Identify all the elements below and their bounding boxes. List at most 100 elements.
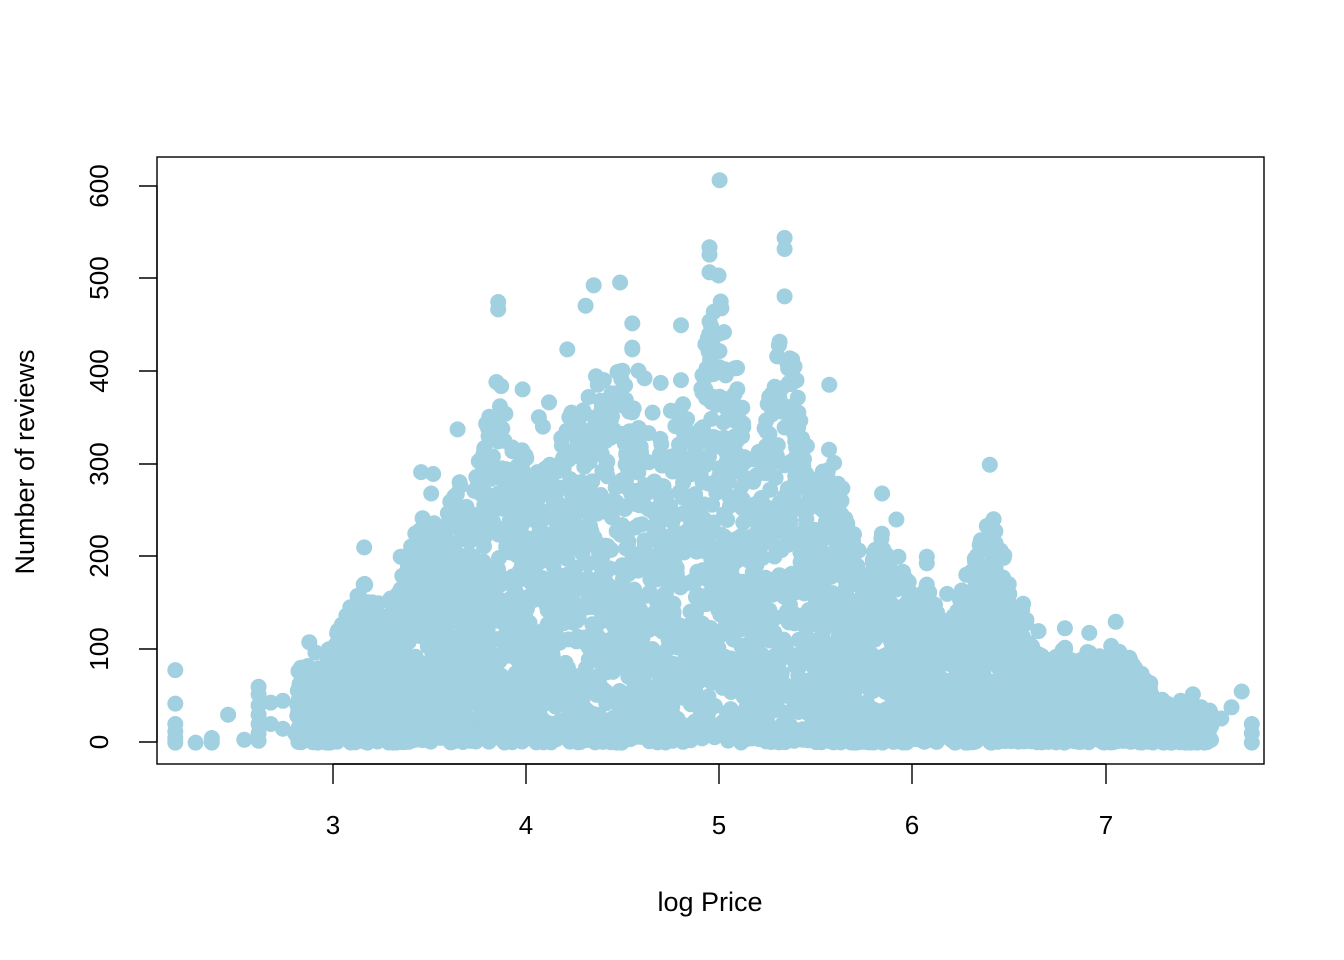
- data-point: [590, 615, 607, 632]
- data-point: [408, 579, 425, 596]
- data-point: [786, 608, 803, 625]
- data-point: [1010, 733, 1027, 750]
- data-point: [470, 638, 487, 655]
- data-point: [780, 375, 797, 391]
- data-point: [709, 588, 726, 605]
- data-point: [839, 719, 856, 736]
- data-point: [627, 519, 643, 536]
- data-point: [723, 560, 740, 577]
- data-point: [814, 576, 831, 593]
- data-point: [781, 454, 798, 471]
- data-point: [640, 555, 657, 572]
- data-point: [708, 666, 725, 683]
- data-point: [720, 732, 737, 749]
- data-point: [779, 648, 796, 665]
- data-point: [648, 517, 665, 534]
- data-point: [721, 488, 738, 505]
- data-point: [592, 392, 609, 409]
- data-point: [773, 542, 790, 559]
- data-point: [747, 687, 764, 704]
- data-point: [877, 713, 893, 730]
- data-point: [696, 496, 713, 513]
- data-point: [547, 604, 564, 620]
- data-point: [580, 496, 597, 513]
- data-point: [601, 499, 618, 516]
- data-point: [677, 575, 694, 592]
- data-point: [513, 732, 530, 749]
- data-point: [614, 563, 631, 580]
- data-point: [715, 414, 732, 431]
- data-point: [1013, 638, 1030, 654]
- data-point: [972, 532, 989, 549]
- data-point: [775, 727, 792, 744]
- data-point: [352, 703, 369, 719]
- data-point: [553, 430, 570, 447]
- data-point: [715, 716, 732, 733]
- data-point: [983, 734, 1000, 751]
- data-point: [771, 333, 788, 350]
- data-point: [819, 685, 835, 702]
- data-point: [746, 673, 763, 690]
- data-point: [504, 616, 521, 633]
- data-point: [981, 700, 998, 717]
- data-point: [850, 564, 867, 581]
- data-point: [569, 668, 586, 685]
- data-point: [530, 714, 547, 730]
- data-point: [550, 676, 567, 693]
- data-point: [821, 441, 837, 458]
- data-point: [507, 583, 524, 600]
- data-point: [638, 617, 655, 634]
- data-point: [478, 575, 495, 592]
- data-point: [719, 511, 736, 528]
- data-point: [899, 733, 916, 750]
- data-point: [653, 436, 670, 453]
- data-point: [972, 631, 989, 648]
- data-point: [747, 526, 764, 543]
- data-point: [584, 473, 601, 490]
- data-point: [593, 567, 609, 584]
- data-point: [606, 608, 623, 625]
- data-point: [576, 582, 593, 599]
- data-point: [835, 612, 852, 629]
- data-point: [940, 689, 957, 706]
- data-point: [631, 640, 648, 657]
- data-point: [620, 668, 637, 685]
- data-point: [537, 633, 554, 650]
- data-points: [167, 172, 1260, 751]
- data-point: [878, 674, 895, 691]
- data-point: [462, 615, 479, 631]
- data-point: [818, 527, 835, 543]
- data-point: [600, 428, 617, 445]
- data-point: [975, 674, 991, 691]
- data-point: [962, 644, 979, 661]
- data-point: [690, 665, 707, 682]
- data-point: [406, 548, 423, 565]
- data-point: [758, 465, 775, 482]
- data-point: [612, 720, 628, 737]
- data-point: [521, 623, 538, 640]
- data-point: [612, 526, 629, 543]
- data-point: [580, 424, 597, 441]
- data-point: [561, 733, 578, 750]
- data-point: [758, 732, 775, 749]
- data-point: [716, 528, 733, 545]
- data-point: [758, 412, 775, 429]
- data-point: [660, 686, 676, 703]
- data-point: [455, 582, 472, 599]
- data-point: [849, 618, 866, 635]
- data-point: [683, 729, 700, 745]
- data-point: [484, 587, 501, 604]
- data-point: [509, 507, 526, 524]
- data-point: [754, 499, 771, 516]
- data-point: [411, 591, 428, 608]
- data-point: [488, 374, 505, 390]
- data-point: [708, 484, 725, 501]
- data-point: [1029, 668, 1046, 685]
- data-point: [556, 573, 573, 590]
- data-point: [627, 683, 644, 699]
- data-point: [806, 693, 822, 709]
- data-point: [789, 389, 806, 406]
- data-point: [435, 658, 452, 675]
- data-point: [985, 643, 1002, 660]
- data-point: [665, 714, 682, 731]
